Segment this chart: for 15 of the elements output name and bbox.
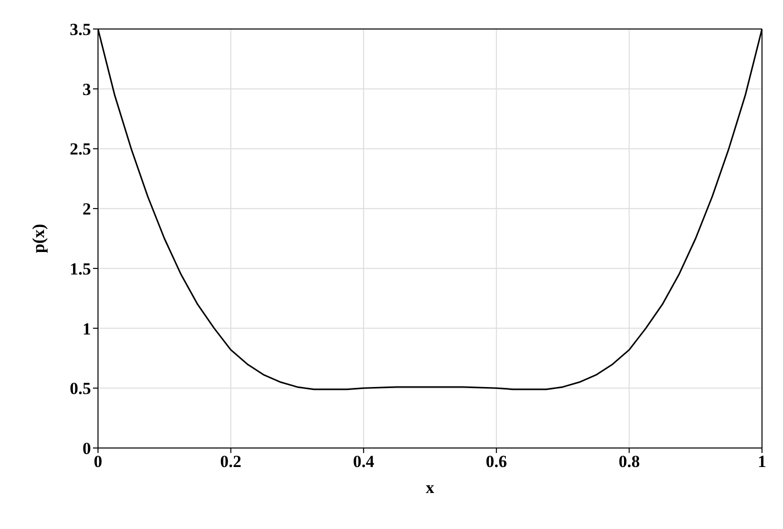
y-tick-label: 3.5 — [70, 20, 91, 40]
y-axis-title: p(x) — [29, 224, 48, 254]
y-tick-label: 2 — [82, 200, 91, 219]
y-tick-label: 0.5 — [70, 379, 91, 398]
x-tick-label: 0.6 — [486, 452, 508, 472]
y-tick-label: 1.5 — [70, 259, 91, 278]
x-tick-label: 1 — [758, 452, 766, 472]
x-tick-label: 0.2 — [220, 452, 242, 472]
y-tick-label: 3 — [82, 80, 91, 99]
y-tick-label: 1 — [82, 319, 91, 338]
y-tick-label: 2.5 — [70, 140, 91, 159]
x-axis-title: x — [426, 478, 435, 497]
x-tick-label: 0.8 — [618, 452, 640, 472]
y-tick-label: 0 — [82, 439, 91, 458]
x-tick-label: 0.4 — [352, 452, 375, 472]
